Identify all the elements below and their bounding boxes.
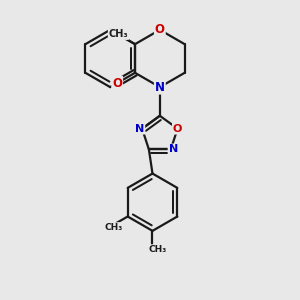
- Text: CH₃: CH₃: [149, 245, 167, 254]
- Text: N: N: [135, 124, 144, 134]
- Text: O: O: [112, 76, 122, 90]
- Text: CH₃: CH₃: [109, 29, 128, 39]
- Text: N: N: [169, 145, 178, 154]
- Text: N: N: [155, 81, 165, 94]
- Text: O: O: [155, 23, 165, 36]
- Text: CH₃: CH₃: [104, 223, 122, 232]
- Text: O: O: [173, 124, 182, 134]
